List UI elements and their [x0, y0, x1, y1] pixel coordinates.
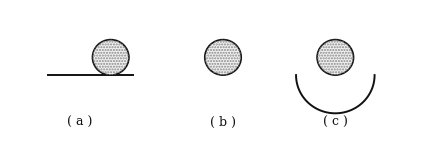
Text: ( b ): ( b ) [210, 116, 236, 129]
Ellipse shape [205, 40, 241, 75]
Ellipse shape [92, 40, 129, 75]
Ellipse shape [317, 40, 354, 75]
Text: ( a ): ( a ) [67, 116, 92, 129]
Text: ( c ): ( c ) [323, 116, 348, 129]
